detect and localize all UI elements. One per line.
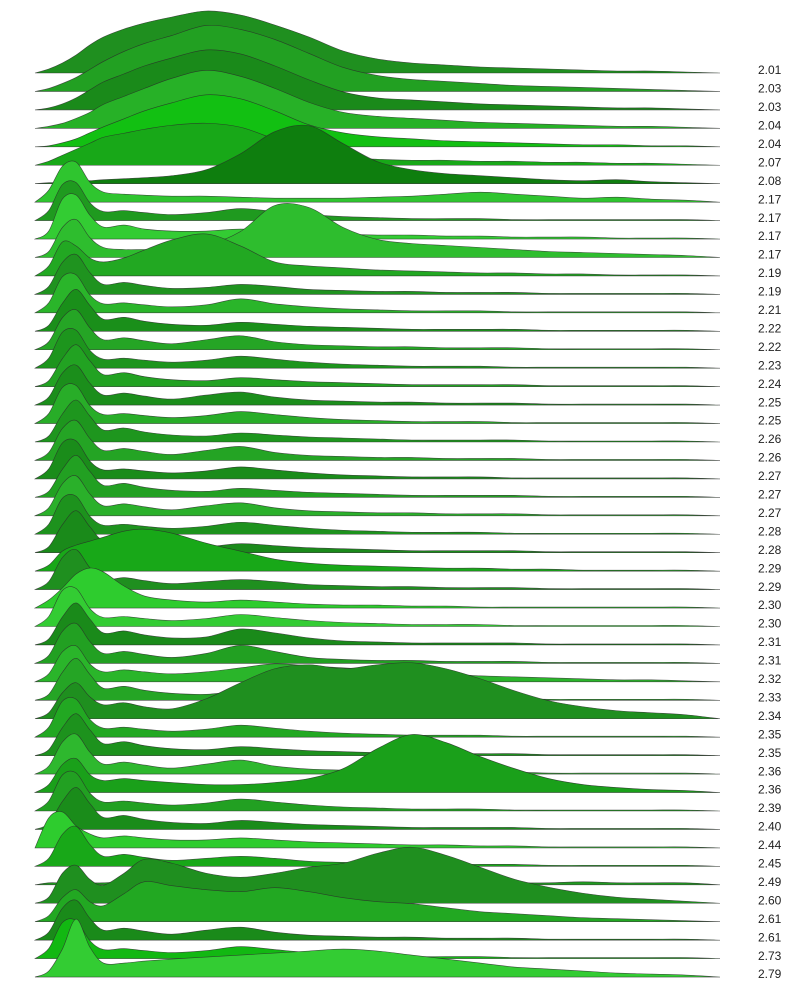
row-label: 2.19 [758, 266, 782, 280]
ridge [34, 399, 721, 443]
row-label: 2.07 [758, 155, 782, 169]
row-label: 2.31 [758, 635, 782, 649]
row-label: 2.25 [758, 395, 782, 409]
ridge [34, 124, 721, 184]
row-label: 2.79 [758, 967, 782, 981]
row-label: 2.01 [758, 63, 782, 77]
row-label: 2.31 [758, 654, 782, 668]
row-label: 2.26 [758, 451, 782, 465]
row-label: 2.27 [758, 469, 782, 483]
ridge [33, 825, 721, 867]
row-label: 2.34 [758, 709, 782, 723]
row-label: 2.17 [758, 211, 782, 225]
row-label: 2.36 [758, 764, 782, 778]
ridge [34, 602, 721, 646]
ridge [34, 787, 721, 830]
ridge [34, 327, 721, 369]
ridge [33, 475, 721, 517]
row-label: 2.17 [758, 248, 782, 262]
row-label: 2.60 [758, 893, 782, 907]
row-label: 2.03 [758, 82, 782, 96]
row-label: 2.22 [758, 340, 782, 354]
row-label: 2.61 [758, 912, 782, 926]
ridge [33, 309, 721, 351]
ridge [34, 438, 721, 480]
row-label: 2.44 [758, 838, 782, 852]
ridge [33, 419, 721, 461]
ridge [34, 528, 721, 572]
row-label: 2.27 [758, 506, 782, 520]
row-label: 2.25 [758, 414, 782, 428]
ridge [34, 696, 721, 738]
row-label: 2.21 [758, 303, 782, 317]
ridge [33, 733, 721, 775]
ridge [33, 567, 721, 609]
row-label: 2.28 [758, 543, 782, 557]
ridge [34, 494, 721, 535]
row-label: 2.22 [758, 321, 782, 335]
ridge [34, 344, 721, 387]
ridge [34, 770, 721, 812]
row-label: 2.28 [758, 524, 782, 538]
ridge [33, 734, 721, 793]
row-label: 2.73 [758, 949, 782, 963]
row-label: 2.40 [758, 820, 782, 834]
row-label: 2.49 [758, 875, 782, 889]
row-label: 2.30 [758, 598, 782, 612]
ridge [34, 846, 721, 904]
row-label: 2.61 [758, 930, 782, 944]
ridge [33, 622, 721, 664]
row-label: 2.35 [758, 727, 782, 741]
ridge [34, 586, 721, 627]
ridge [33, 364, 721, 406]
ridge [34, 233, 721, 277]
ridge [34, 203, 721, 258]
row-label: 2.33 [758, 690, 782, 704]
row-label: 2.04 [758, 137, 782, 151]
ridge [34, 811, 721, 849]
row-label: 2.04 [758, 119, 782, 133]
row-label: 2.36 [758, 783, 782, 797]
row-label: 2.35 [758, 746, 782, 760]
ridge [34, 713, 721, 756]
row-label: 2.30 [758, 617, 782, 631]
ridge [34, 455, 721, 498]
row-label: 2.17 [758, 229, 782, 243]
row-label: 2.39 [758, 801, 782, 815]
row-label: 2.27 [758, 488, 782, 502]
ridge [34, 383, 721, 424]
ridge [34, 918, 721, 978]
row-label: 2.26 [758, 432, 782, 446]
ridge [33, 899, 721, 941]
row-label: 2.45 [758, 857, 782, 871]
row-label: 2.24 [758, 377, 782, 391]
row-label: 2.17 [758, 192, 782, 206]
row-label: 2.29 [758, 580, 782, 594]
ridge [34, 662, 721, 720]
ridge [34, 288, 721, 332]
row-label: 2.32 [758, 672, 782, 686]
ridge [34, 881, 721, 922]
row-label: 2.19 [758, 285, 782, 299]
row-label: 2.03 [758, 100, 782, 114]
ridge [34, 160, 721, 203]
row-label: 2.29 [758, 561, 782, 575]
row-label: 2.08 [758, 174, 782, 188]
ridge [34, 272, 721, 314]
row-label: 2.23 [758, 358, 782, 372]
ridge [33, 253, 721, 295]
